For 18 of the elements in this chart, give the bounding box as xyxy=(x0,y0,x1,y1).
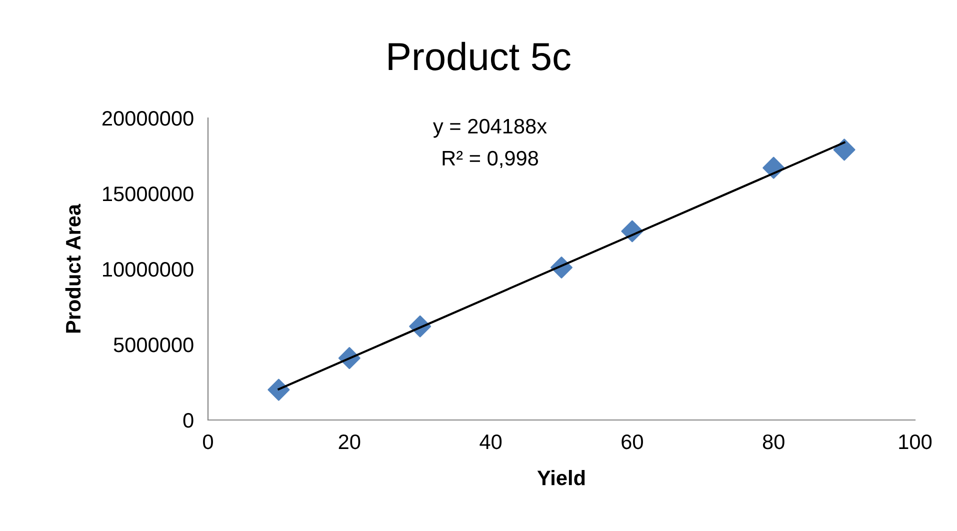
point xyxy=(268,378,290,401)
x-tick-label: 0 xyxy=(203,434,213,450)
x-tick-label: 20 xyxy=(338,434,360,450)
annotation: R² = 0,998 xyxy=(442,150,538,168)
y-tick-label: 5000000 xyxy=(114,338,194,352)
y-tick-label: 0 xyxy=(183,413,194,428)
x-axis-title: Yield xyxy=(537,470,585,486)
y-tick-label: 10000000 xyxy=(103,262,194,277)
point xyxy=(833,138,856,161)
x-tick-label: 80 xyxy=(762,434,784,450)
x-tick-label: 60 xyxy=(622,434,643,450)
y-axis-title: Product Area xyxy=(65,204,81,333)
y-tick-label: 15000000 xyxy=(103,186,194,202)
annotation: y = 204188x xyxy=(433,118,547,138)
chart-title: Product 5c xyxy=(388,42,570,70)
y-tick-label: 20000000 xyxy=(102,111,194,126)
x-tick-label: 100 xyxy=(899,434,932,450)
x-tick-label: 40 xyxy=(480,434,502,450)
